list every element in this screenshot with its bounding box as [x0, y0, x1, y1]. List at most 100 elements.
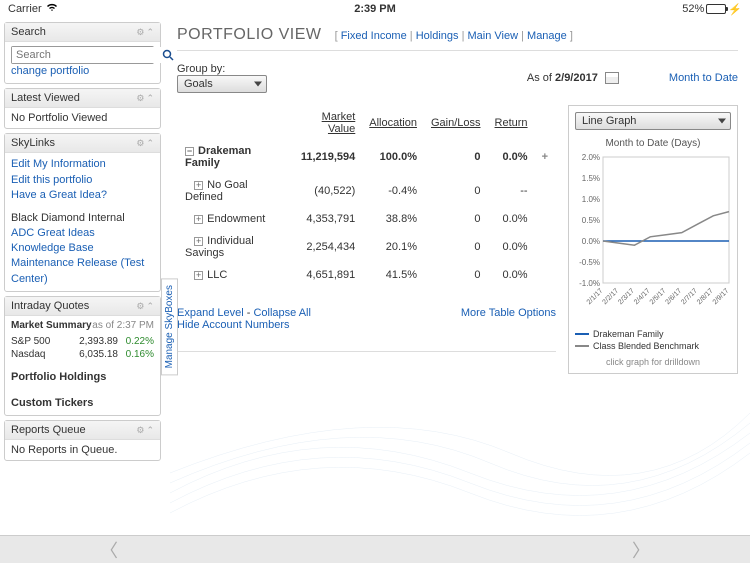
expand-icon[interactable]: +	[194, 215, 203, 224]
status-bar: Carrier 2:39 PM 52% ⚡	[0, 0, 750, 18]
expand-link[interactable]: Expand Level	[177, 307, 244, 319]
skylink[interactable]: Knowledge Base	[11, 241, 154, 256]
table-header[interactable]: Allocation	[363, 107, 423, 139]
battery-label: 52%	[682, 3, 704, 15]
market-summary-label: Market Summary	[11, 320, 92, 331]
collapse-icon[interactable]: ⌃	[146, 301, 154, 312]
expand-icon[interactable]: +	[194, 271, 203, 280]
table-header[interactable]: Market Value	[288, 107, 361, 139]
chart-type-dropdown[interactable]: Line Graph	[575, 112, 731, 130]
chart-note: click graph for drilldown	[575, 357, 731, 367]
nav-link[interactable]: Fixed Income	[341, 30, 407, 42]
manage-skyboxes-tab[interactable]: Manage SkyBoxes	[161, 278, 178, 375]
search-title: Search	[11, 26, 46, 38]
charging-icon: ⚡	[728, 3, 742, 16]
collapse-link[interactable]: Collapse All	[253, 307, 310, 319]
table-row: −Drakeman Family11,219,594100.0%00.0%+	[179, 141, 554, 173]
latest-empty: No Portfolio Viewed	[11, 112, 107, 124]
skylinks-panel: SkyLinks ⚙⌃ Edit My InformationEdit this …	[4, 133, 161, 292]
asof-date: 2/9/2017	[555, 72, 598, 84]
skylink[interactable]: ADC Great Ideas	[11, 226, 154, 241]
svg-text:2/2/17: 2/2/17	[601, 287, 620, 306]
nav-link[interactable]: Main View	[468, 30, 519, 42]
skylink[interactable]: Edit My Information	[11, 157, 154, 172]
sidebar: Search⚙⌃ change portfolio Latest Viewed⚙…	[0, 18, 165, 533]
expand-icon[interactable]: +	[194, 237, 203, 246]
quote-row: S&P 5002,393.890.22%	[11, 335, 154, 348]
latest-title: Latest Viewed	[11, 92, 80, 104]
groupby-dropdown[interactable]: Goals	[177, 75, 267, 93]
hide-link[interactable]: Hide Account Numbers	[177, 319, 290, 331]
table-row: +Individual Savings2,254,43420.1%00.0%	[179, 231, 554, 263]
skylink[interactable]: Edit this portfolio	[11, 173, 154, 188]
svg-text:-0.5%: -0.5%	[579, 258, 600, 267]
table-header[interactable]: Return	[489, 107, 534, 139]
latest-panel: Latest Viewed ⚙⌃ No Portfolio Viewed	[4, 88, 161, 129]
content: PORTFOLIO VIEW [ Fixed Income | Holdings…	[165, 18, 750, 533]
svg-text:1.5%: 1.5%	[582, 174, 600, 183]
svg-text:-1.0%: -1.0%	[579, 279, 600, 288]
line-chart[interactable]: 2.0% 1.5% 1.0% 0.5% 0.0% -0.5% -1.0%2/1/172/2/…	[575, 153, 733, 323]
svg-text:0.0%: 0.0%	[582, 237, 600, 246]
svg-text:0.5%: 0.5%	[582, 216, 600, 225]
nav-forward-icon[interactable]: 〉	[632, 537, 650, 563]
table-row: +Endowment4,353,79138.8%00.0%	[179, 209, 554, 229]
skylinks-title: SkyLinks	[11, 137, 55, 149]
nav-back-icon[interactable]: 〈	[100, 537, 118, 563]
svg-text:2.0%: 2.0%	[582, 153, 600, 162]
gear-icon[interactable]: ⚙	[136, 138, 144, 149]
holdings-label: Portfolio Holdings	[11, 371, 106, 383]
table-header[interactable]: Gain/Loss	[425, 107, 487, 139]
svg-text:2/3/17: 2/3/17	[617, 287, 636, 306]
svg-text:1.0%: 1.0%	[582, 195, 600, 204]
groupby-label: Group by:	[177, 63, 267, 75]
chart-panel: Line Graph Month to Date (Days) 2.0% 1.5%…	[568, 105, 738, 374]
search-panel: Search ⚙⌃ change portfolio	[4, 22, 161, 84]
quotes-title: Intraday Quotes	[11, 300, 89, 312]
reports-title: Reports Queue	[11, 424, 86, 436]
expand-icon[interactable]: −	[185, 147, 194, 156]
chart-title: Month to Date (Days)	[575, 138, 731, 149]
collapse-icon[interactable]: ⌃	[146, 93, 154, 104]
more-options-link[interactable]: More Table Options	[461, 307, 556, 319]
gear-icon[interactable]: ⚙	[136, 27, 144, 38]
gear-icon[interactable]: ⚙	[136, 301, 144, 312]
skylinks-section: Black Diamond Internal	[11, 212, 154, 224]
svg-text:2/6/17: 2/6/17	[664, 287, 683, 306]
svg-text:2/8/17: 2/8/17	[696, 287, 715, 306]
quotes-panel: Intraday Quotes ⚙⌃ Market Summaryas of 2:…	[4, 296, 161, 416]
svg-text:2/9/17: 2/9/17	[712, 287, 731, 306]
calendar-icon[interactable]	[605, 72, 619, 84]
bottom-nav: 〈 〉	[0, 535, 750, 563]
collapse-icon[interactable]: ⌃	[146, 138, 154, 149]
page-title: PORTFOLIO VIEW	[177, 26, 322, 44]
mtd-link[interactable]: Month to Date	[669, 72, 738, 84]
gear-icon[interactable]: ⚙	[136, 425, 144, 436]
search-input[interactable]	[12, 47, 162, 63]
table-header[interactable]	[179, 107, 286, 139]
collapse-icon[interactable]: ⌃	[146, 27, 154, 38]
reports-panel: Reports Queue ⚙⌃ No Reports in Queue.	[4, 420, 161, 461]
collapse-icon[interactable]: ⌃	[146, 425, 154, 436]
nav-link[interactable]: Manage	[527, 30, 567, 42]
gear-icon[interactable]: ⚙	[136, 93, 144, 104]
status-time: 2:39 PM	[253, 3, 498, 15]
skylink[interactable]: Maintenance Release (Test Center)	[11, 256, 154, 287]
table-row: +LLC4,651,89141.5%00.0%	[179, 265, 554, 285]
nav-link[interactable]: Holdings	[416, 30, 459, 42]
table-row: +No Goal Defined(40,522)-0.4%0--	[179, 175, 554, 207]
skylink[interactable]: Have a Great Idea?	[11, 188, 154, 203]
portfolio-table: Market ValueAllocationGain/LossReturn −D…	[177, 105, 556, 287]
svg-text:2/1/17: 2/1/17	[586, 287, 605, 306]
svg-text:2/4/17: 2/4/17	[633, 287, 652, 306]
carrier-label: Carrier	[8, 3, 42, 15]
quotes-asof: as of 2:37 PM	[92, 320, 154, 331]
svg-text:2/7/17: 2/7/17	[680, 287, 699, 306]
reports-empty: No Reports in Queue.	[11, 444, 117, 456]
expand-icon[interactable]: +	[194, 181, 203, 190]
wifi-icon	[46, 3, 58, 15]
battery-icon	[706, 4, 726, 14]
custom-label: Custom Tickers	[11, 397, 93, 409]
svg-text:2/5/17: 2/5/17	[649, 287, 668, 306]
change-portfolio-link[interactable]: change portfolio	[11, 64, 154, 79]
